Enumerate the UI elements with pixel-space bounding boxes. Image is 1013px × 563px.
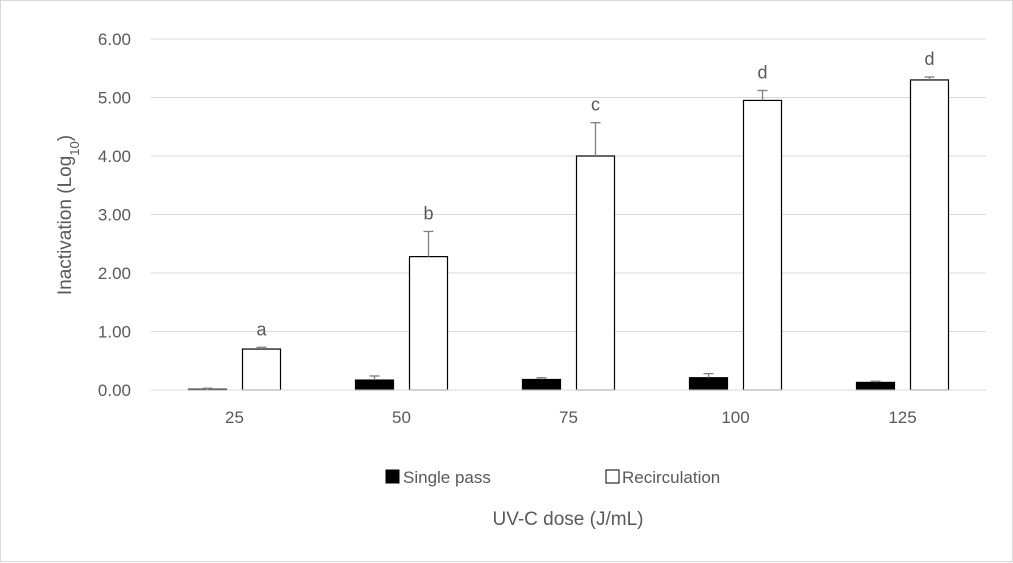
significance-letter: d: [757, 62, 767, 82]
y-axis-title: Inactivation (Log10): [55, 135, 82, 295]
gridlines: [151, 38, 986, 332]
legend-swatch-single-pass: [385, 469, 400, 484]
significance-letter: b: [423, 203, 433, 223]
y-tick-label: 3.00: [98, 206, 131, 225]
error-bars: [202, 76, 935, 390]
bars: [187, 79, 950, 391]
x-tick-label: 125: [888, 408, 916, 427]
legend-swatch-recirculation: [605, 469, 620, 484]
legend: Single pass Recirculation: [385, 468, 720, 487]
significance-letter: a: [256, 319, 267, 339]
y-tick-label: 5.00: [98, 89, 131, 108]
significance-letter: d: [924, 49, 934, 69]
y-tick-label: 2.00: [98, 264, 131, 283]
bar-recirculation: [241, 348, 282, 391]
y-tick-label: 1.00: [98, 323, 131, 342]
legend-label-recirculation: Recirculation: [622, 468, 720, 487]
bar-single-pass: [688, 377, 729, 391]
legend-label-single-pass: Single pass: [403, 468, 491, 487]
bar-recirculation: [575, 155, 616, 391]
x-tick-labels: 25 50 75 100 125: [225, 408, 917, 427]
y-axis-title-subscript: 10: [67, 141, 82, 155]
y-axis-title-main: Inactivation (Log: [55, 156, 76, 295]
bar-recirculation: [742, 99, 783, 391]
bar-recirculation: [408, 256, 449, 391]
significance-letters: a b c d d: [256, 49, 934, 339]
y-tick-label: 6.00: [98, 30, 131, 49]
y-tick-label: 4.00: [98, 147, 131, 166]
y-tick-label: 0.00: [98, 381, 131, 400]
bar-single-pass: [521, 378, 562, 391]
significance-letter: c: [591, 95, 600, 115]
x-tick-label: 100: [721, 408, 749, 427]
x-axis-title: UV-C dose (J/mL): [493, 509, 644, 530]
bar-single-pass: [855, 381, 896, 391]
x-tick-label: 75: [559, 408, 578, 427]
y-axis-title-close: ): [55, 135, 76, 141]
x-tick-label: 25: [225, 408, 244, 427]
bar-recirculation: [909, 79, 950, 391]
x-tick-label: 50: [392, 408, 411, 427]
bar-single-pass: [354, 379, 395, 391]
y-tick-labels: 0.00 1.00 2.00 3.00 4.00 5.00 6.00: [98, 30, 131, 400]
